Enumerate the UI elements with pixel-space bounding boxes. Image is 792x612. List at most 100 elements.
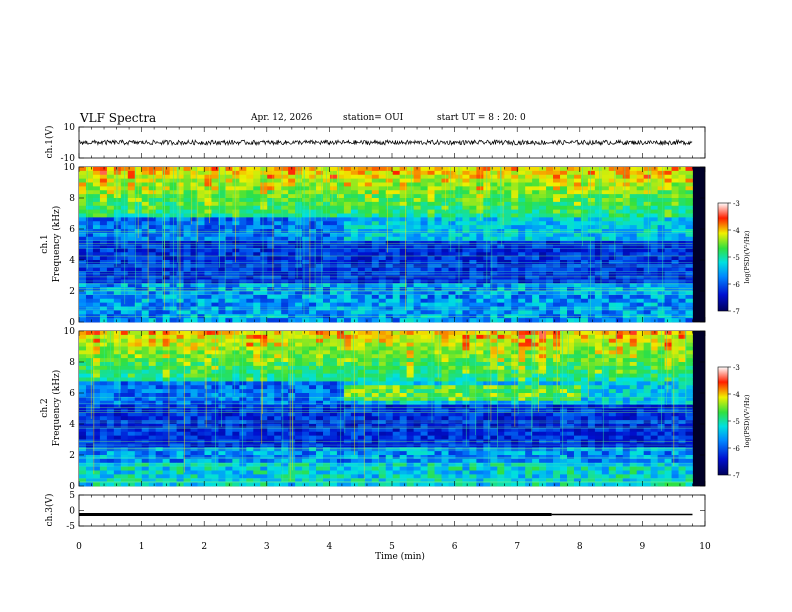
spectrogram-cell [302,256,310,261]
spectrogram-cell [546,275,554,280]
spectrogram-cell [567,365,575,371]
spectrogram-cell [553,232,561,238]
spectrogram-cell [448,236,456,242]
spectrogram-cell [511,287,519,292]
spectrogram-cell [601,354,610,359]
spectrogram-cell [218,389,226,394]
spectrogram-cell [392,225,401,230]
spectrogram-cell [441,365,449,371]
spectrogram-cell [329,346,338,351]
spectrogram-cell [546,167,554,172]
spectrogram-cell [295,279,303,284]
spectrogram-cell [385,283,394,288]
spectrogram-cell [657,256,665,261]
spectrogram-cell [420,291,428,296]
spectrogram-cell [643,182,652,187]
spectrogram-cell [511,205,519,211]
spectrogram-cell [190,358,198,363]
spectrogram-cell [148,381,157,386]
spectrogram-cell [225,209,233,214]
spectrogram-cell [92,302,101,307]
spectrogram-cell [120,338,129,344]
spectrogram-cell [183,186,191,191]
spectrogram-cell [211,350,219,355]
spectrogram-cell [560,186,568,191]
spectrogram-cell [573,283,582,288]
spectrogram-cell [525,377,533,382]
spectrogram-cell [183,287,191,292]
spectrogram-cell [636,275,645,280]
spectrogram-cell [657,170,665,176]
spectrogram-cell [162,240,171,245]
spectrogram-cell [190,221,198,226]
spectrogram-cell [629,369,638,375]
spectrogram-cell [622,365,631,371]
spectrogram-cell [615,294,624,300]
spectrogram-cell [204,182,212,187]
spectrogram-cell [169,362,177,367]
spectrogram-cell [183,369,191,375]
spectrogram-cell [141,252,150,257]
spectrogram-cell [525,346,533,351]
spectrogram-cell [85,167,94,172]
spectrogram-cell [190,248,198,253]
spectrogram-cell [532,373,540,378]
spectrogram-cell [106,248,115,253]
spectrogram-cell [260,310,268,315]
spectrogram-cell [190,291,198,296]
spectrogram-cell [99,174,108,180]
spectrogram-cell [685,310,693,315]
spectrogram-cell [587,298,596,304]
spectrogram-cell [106,217,115,222]
spectrogram-cell [427,205,435,211]
spectrogram-cell [476,221,484,226]
spectrogram-cell [141,294,150,300]
spectrogram-cell [427,182,435,187]
spectrogram-cell [420,201,428,207]
spectrogram-cell [329,358,338,363]
spectrogram-cell [546,209,554,214]
spectrogram-cell [127,350,136,355]
spectrogram-cell [148,350,157,355]
spectrogram-cell [364,167,373,172]
spectrogram-cell [99,167,108,172]
spectrogram-cell [141,217,150,222]
spectrogram-cell [587,365,596,371]
spectrogram-cell [246,342,254,347]
spectrogram-cell [197,385,205,390]
spectrogram-cell [371,209,380,214]
spectrogram-cell [120,358,129,363]
spectrogram-cell [316,167,324,172]
spectrogram-cell [134,248,143,253]
spectrogram-cell [343,298,352,304]
spectrogram-cell [518,209,526,214]
spectrogram-cell [190,373,198,378]
spectrogram-cell [218,373,226,378]
spectrogram-cell [629,174,638,180]
spectrogram-cell [587,346,596,351]
spectrogram-cell [636,186,645,191]
spectrogram-cell [190,240,198,245]
spectrogram-cell [678,306,686,311]
spectrogram-cell [629,362,638,367]
spectrogram-cell [573,298,582,304]
spectrogram-cell [378,365,387,371]
spectrogram-cell [267,194,275,199]
spectrogram-cell [302,302,310,307]
spectrogram-cell [427,338,435,344]
spectrogram-cell [113,291,122,296]
spectrogram-cell [204,217,212,222]
spectrogram-cell [399,178,408,183]
spectrogram-cell [169,385,177,390]
spectrogram-cell [288,365,296,371]
spectrogram-cell [232,225,240,230]
spectrogram-cell [246,291,254,296]
spectrogram-cell [106,252,115,257]
spectrogram-cell [162,365,171,371]
spectrogram-cell [148,283,157,288]
spectrogram-cell [622,350,631,355]
spectrogram-cell [678,174,686,180]
spectrogram-cell [239,306,247,311]
spectrogram-cell [253,385,261,390]
spectrogram-cell [232,385,240,390]
